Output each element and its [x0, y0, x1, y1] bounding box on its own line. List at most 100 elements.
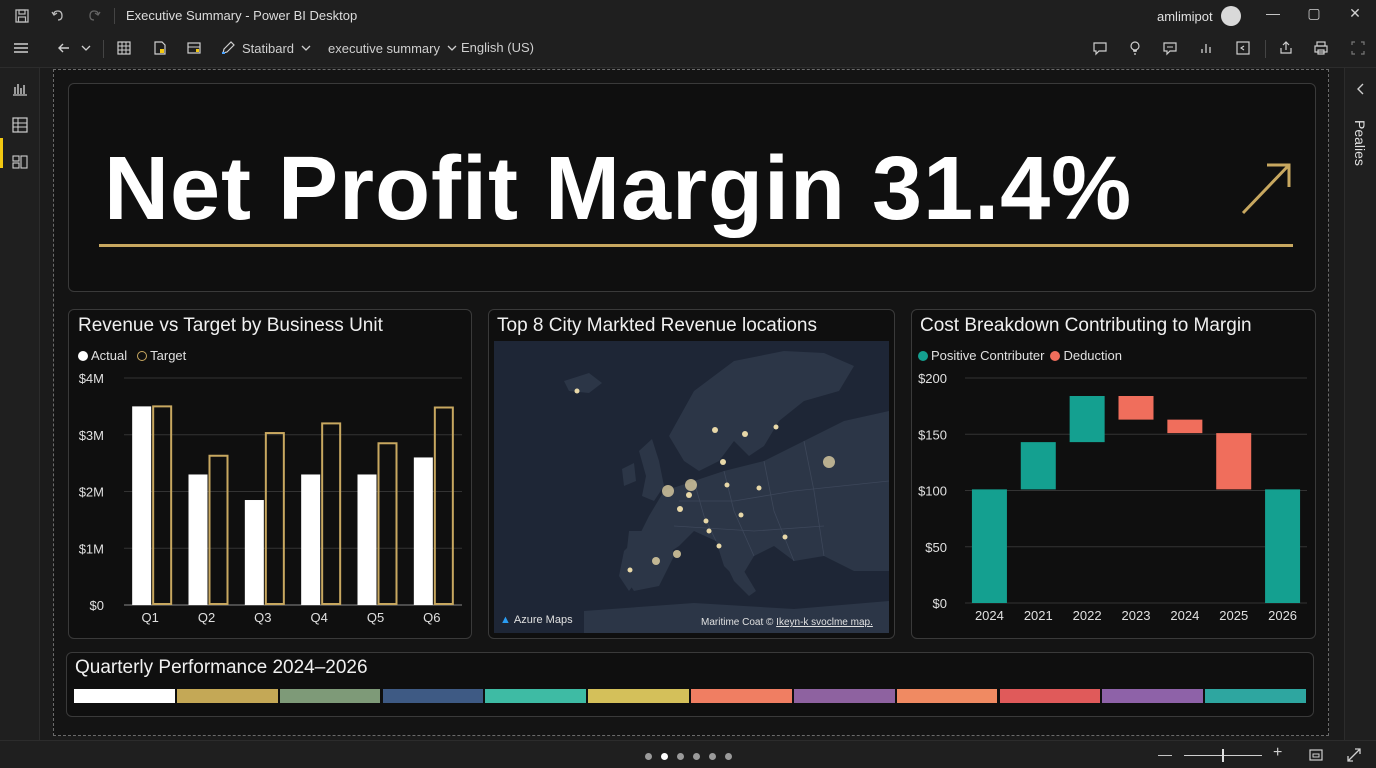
- zoom-in-button[interactable]: +: [1273, 744, 1283, 761]
- minimize-button[interactable]: —: [1266, 5, 1280, 21]
- quarter-segment[interactable]: [279, 689, 381, 703]
- bar-target[interactable]: [433, 406, 454, 606]
- quarter-segment[interactable]: [74, 689, 175, 703]
- waterfall-bar-positive[interactable]: [971, 489, 1007, 603]
- bar-actual[interactable]: [132, 406, 152, 605]
- page-dot[interactable]: [709, 753, 716, 760]
- revenue-bar-chart[interactable]: $0 $1M $2M $3M $4M Q1 Q2 Q3 Q4 Q5 Q6: [68, 360, 472, 635]
- page-dot-active[interactable]: [661, 753, 668, 760]
- avatar[interactable]: [1220, 6, 1241, 26]
- city-marker: [738, 512, 744, 518]
- page-dot[interactable]: [725, 753, 732, 760]
- toolbar-divider: [103, 40, 104, 58]
- bar-actual[interactable]: [188, 474, 208, 605]
- bar-actual[interactable]: [244, 500, 264, 605]
- legend-label-target: Target: [150, 348, 187, 363]
- model-view-icon[interactable]: [11, 153, 29, 171]
- revenue-chart-title: Revenue vs Target by Business Unit: [78, 315, 383, 336]
- quarter-segment[interactable]: [999, 689, 1101, 703]
- city-marker: [712, 427, 718, 433]
- visuals-icon[interactable]: [1198, 40, 1214, 56]
- city-marker: [652, 557, 660, 565]
- page-label: executive summary: [328, 40, 440, 56]
- status-bar: [0, 740, 1376, 768]
- waterfall-bar-positive[interactable]: [1069, 396, 1105, 443]
- bar-actual[interactable]: [301, 474, 321, 605]
- bar-target[interactable]: [208, 454, 229, 605]
- bar-target[interactable]: [264, 432, 285, 605]
- maximize-button[interactable]: ▢: [1307, 5, 1321, 21]
- page-dropdown[interactable]: executive summary: [328, 40, 458, 56]
- bar-target[interactable]: [377, 442, 398, 605]
- waterfall-bar-positive[interactable]: [1020, 442, 1056, 490]
- bar-actual[interactable]: [357, 474, 377, 605]
- quarter-segment[interactable]: [588, 689, 689, 703]
- page-dot[interactable]: [677, 753, 684, 760]
- table-view-nav-icon[interactable]: [11, 116, 29, 134]
- user-account[interactable]: amlimipot: [1157, 6, 1241, 26]
- lightbulb-icon[interactable]: [1127, 40, 1143, 56]
- kpi-card[interactable]: [68, 83, 1316, 292]
- fullscreen-icon[interactable]: [1346, 747, 1362, 768]
- legend-item-deduction[interactable]: Deduction: [1050, 348, 1122, 363]
- zoom-slider-thumb[interactable]: [1222, 749, 1224, 762]
- quarter-segment[interactable]: [896, 689, 998, 703]
- page-dot[interactable]: [693, 753, 700, 760]
- bar-target[interactable]: [152, 405, 173, 605]
- report-view-icon[interactable]: [11, 79, 29, 97]
- legend-item-actual[interactable]: Actual: [78, 348, 127, 363]
- redo-icon[interactable]: [84, 6, 104, 26]
- window-title: Executive Summary - Power BI Desktop: [126, 8, 358, 23]
- print-icon[interactable]: [1313, 40, 1329, 56]
- locale-dropdown[interactable]: English (US): [461, 40, 534, 55]
- undo-icon[interactable]: [48, 6, 68, 26]
- close-button[interactable]: ✕: [1349, 5, 1361, 21]
- table-view-icon[interactable]: [116, 40, 132, 56]
- legend-label-positive: Positive Contributer: [931, 348, 1045, 363]
- legend-item-positive[interactable]: Positive Contributer: [918, 348, 1044, 363]
- quarter-segment[interactable]: [382, 689, 484, 703]
- map-title: Top 8 City Markted Revenue locations: [497, 315, 817, 336]
- zoom-out-button[interactable]: —: [1158, 746, 1172, 762]
- bar-target[interactable]: [321, 422, 342, 606]
- style-dropdown[interactable]: Statibard: [220, 40, 312, 56]
- quarter-segment[interactable]: [1205, 689, 1306, 703]
- pane-label[interactable]: Pealies: [1352, 120, 1368, 166]
- report-file-icon[interactable]: [152, 40, 168, 56]
- quarter-segment[interactable]: [1102, 689, 1204, 703]
- map-visual[interactable]: [494, 341, 889, 633]
- waterfall-bar-deduction[interactable]: [1118, 396, 1154, 420]
- map-credit-link[interactable]: Ikeyn-k svoclme map.: [776, 617, 873, 628]
- legend-item-target[interactable]: Target: [137, 348, 186, 363]
- collapse-pane-icon[interactable]: [1354, 81, 1368, 102]
- page-dot[interactable]: [645, 753, 652, 760]
- city-marker: [677, 506, 683, 512]
- menu-icon[interactable]: [12, 40, 30, 56]
- waterfall-bar-deduction[interactable]: [1167, 419, 1203, 434]
- comment-icon[interactable]: [1092, 40, 1108, 56]
- city-marker: [782, 534, 788, 540]
- bar-actual[interactable]: [413, 457, 433, 605]
- waterfall-bar-deduction[interactable]: [1216, 433, 1252, 490]
- share-icon[interactable]: [1278, 40, 1294, 56]
- chat-icon[interactable]: [1162, 40, 1178, 56]
- quarter-segment[interactable]: [793, 689, 895, 703]
- y-tick-label: $0: [90, 598, 104, 613]
- save-icon[interactable]: [12, 6, 32, 26]
- x-tick-label: 2023: [1122, 608, 1151, 623]
- city-marker: [706, 528, 712, 534]
- waterfall-chart[interactable]: $0 $50 $100 $150 $200 2024 2021 2022 2023 2024 202…: [911, 360, 1316, 635]
- quarterly-card[interactable]: [66, 652, 1314, 717]
- chevron-down-icon[interactable]: [80, 40, 92, 56]
- focus-mode-icon[interactable]: [1235, 40, 1251, 56]
- waterfall-bar-positive[interactable]: [1265, 489, 1301, 603]
- kpi-arrow-head: [1267, 163, 1291, 187]
- kpi-value: Net Profit Margin 31.4%: [104, 139, 1133, 239]
- quarter-segment[interactable]: [485, 689, 587, 703]
- quarter-segment[interactable]: [691, 689, 792, 703]
- back-icon[interactable]: [56, 40, 72, 56]
- fit-page-icon[interactable]: [1350, 40, 1366, 56]
- quarter-segment[interactable]: [176, 689, 278, 703]
- dataset-icon[interactable]: [186, 40, 202, 56]
- fit-to-page-icon[interactable]: [1308, 747, 1324, 768]
